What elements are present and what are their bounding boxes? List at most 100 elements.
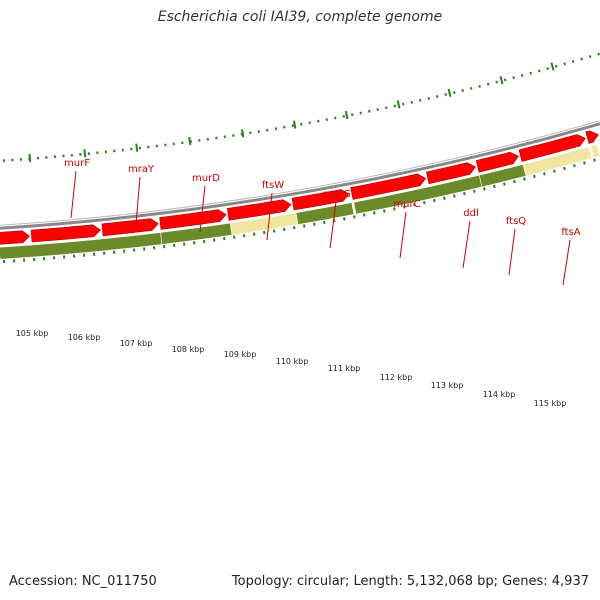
gene-label-text: murD — [192, 173, 220, 184]
gene-label-track: murF mraY murD ftsW murG murC ddl ftsQ ftsA — [64, 158, 581, 286]
scale-dot — [588, 55, 592, 59]
backbone-track — [0, 120, 600, 230]
tick-mark — [493, 184, 496, 189]
gene-label-leader — [199, 185, 206, 233]
kbp-label: 110 kbp — [276, 357, 309, 366]
gene-label-leader — [399, 211, 407, 259]
gene-label-mraY: mraY — [128, 164, 155, 225]
scale-dot — [401, 102, 405, 106]
accession-text: Accession: NC_011750 — [9, 574, 157, 589]
scale-major-tick — [447, 88, 452, 97]
kbp-label: 115 kbp — [534, 399, 567, 408]
gene-label-leader — [135, 176, 141, 225]
scale-major-tick — [292, 120, 297, 129]
gene-arrow — [101, 218, 159, 237]
tick-mark — [553, 169, 556, 173]
backbone-shadow — [0, 120, 600, 226]
tick-mark — [463, 191, 466, 196]
scale-dot — [520, 74, 524, 77]
scale-dot — [512, 76, 515, 80]
gene-arrow — [226, 199, 292, 221]
gene-label-leader — [266, 192, 273, 241]
tick-mark — [303, 224, 306, 228]
scale-dot — [478, 84, 481, 88]
feature-segment — [295, 202, 355, 225]
scale-dot — [435, 95, 439, 98]
tick-mark — [523, 177, 526, 181]
tick-mark — [323, 220, 326, 225]
gene-arrow-track — [0, 130, 599, 245]
scale-dot — [495, 80, 498, 84]
feature-track — [0, 144, 600, 260]
scale-major-tick — [396, 100, 401, 109]
scale-dot — [486, 82, 490, 86]
tick-mark — [433, 198, 436, 203]
gene-arrow — [159, 209, 227, 230]
scale-major-tick — [28, 153, 32, 163]
tick-mark — [373, 211, 376, 215]
scale-dot — [563, 62, 566, 66]
tick-mark — [403, 205, 406, 209]
tick-mark — [543, 172, 546, 176]
gene-label-murF: murF — [64, 158, 90, 219]
gene-label-murG: murG — [323, 189, 351, 249]
kbp-label: 105 kbp — [16, 329, 49, 338]
scale-dot — [597, 52, 600, 56]
gene-label-text: ddl — [463, 208, 478, 219]
gene-label-text: murF — [64, 158, 90, 169]
tick-mark — [563, 166, 566, 171]
tick-mark — [503, 182, 506, 186]
gene-label-murD: murD — [192, 173, 220, 233]
tick-mark — [423, 200, 426, 205]
scale-dot — [393, 104, 396, 108]
gene-label-text: ftsQ — [506, 216, 526, 227]
tick-mark — [583, 161, 586, 165]
feature-segment — [522, 146, 593, 177]
gene-arrow — [475, 151, 519, 173]
kbp-label: 112 kbp — [380, 373, 413, 382]
gene-label-murC: murC — [393, 199, 421, 259]
kbp-label: 114 kbp — [483, 390, 516, 399]
tick-mark — [513, 179, 516, 184]
gene-arrow — [426, 162, 477, 185]
tick-mark — [413, 203, 416, 207]
tick-mark — [343, 217, 346, 221]
scale-major-tick — [135, 143, 139, 152]
scale-major-tick — [499, 75, 504, 85]
scale-dot — [580, 57, 583, 61]
tick-mark — [483, 187, 486, 191]
kbp-scale-track: 105 kbp 106 kbp 107 kbp 108 kbp 109 kbp 110 k… — [2, 52, 600, 408]
scale-dot — [410, 100, 413, 104]
gene-arrow — [585, 130, 599, 144]
gene-label-ftsA: ftsA — [561, 227, 581, 286]
gene-label-text: murG — [323, 189, 351, 200]
kbp-label: 109 kbp — [224, 350, 257, 359]
tick-mark — [533, 174, 536, 179]
tick-track — [3, 158, 596, 264]
tick-mark — [363, 213, 366, 217]
kbp-label: 111 kbp — [328, 364, 361, 373]
scale-major-tick — [344, 110, 349, 120]
feature-segment — [590, 144, 600, 159]
tick-mark — [473, 189, 476, 193]
scale-major-tick — [241, 129, 245, 138]
tick-mark — [573, 164, 576, 168]
scale-dot — [554, 64, 558, 68]
scale-dot — [376, 108, 379, 111]
gene-label-text: murC — [393, 199, 420, 210]
scale-dot — [546, 67, 549, 71]
tick-mark — [393, 207, 396, 211]
gene-label-ftsW: ftsW — [262, 180, 284, 241]
gene-label-leader — [70, 170, 77, 219]
backbone-line — [0, 122, 600, 230]
scale-major-tick — [188, 136, 192, 146]
kbp-label: 113 kbp — [431, 381, 464, 390]
genome-summary-text: Topology: circular; Length: 5,132,068 bp… — [231, 574, 589, 589]
scale-major-tick — [83, 149, 87, 158]
gene-label-leader — [508, 228, 516, 276]
kbp-label: 106 kbp — [68, 333, 101, 342]
gene-label-text: ftsW — [262, 180, 284, 191]
scale-dot — [469, 86, 473, 90]
gene-arrow — [518, 134, 586, 162]
